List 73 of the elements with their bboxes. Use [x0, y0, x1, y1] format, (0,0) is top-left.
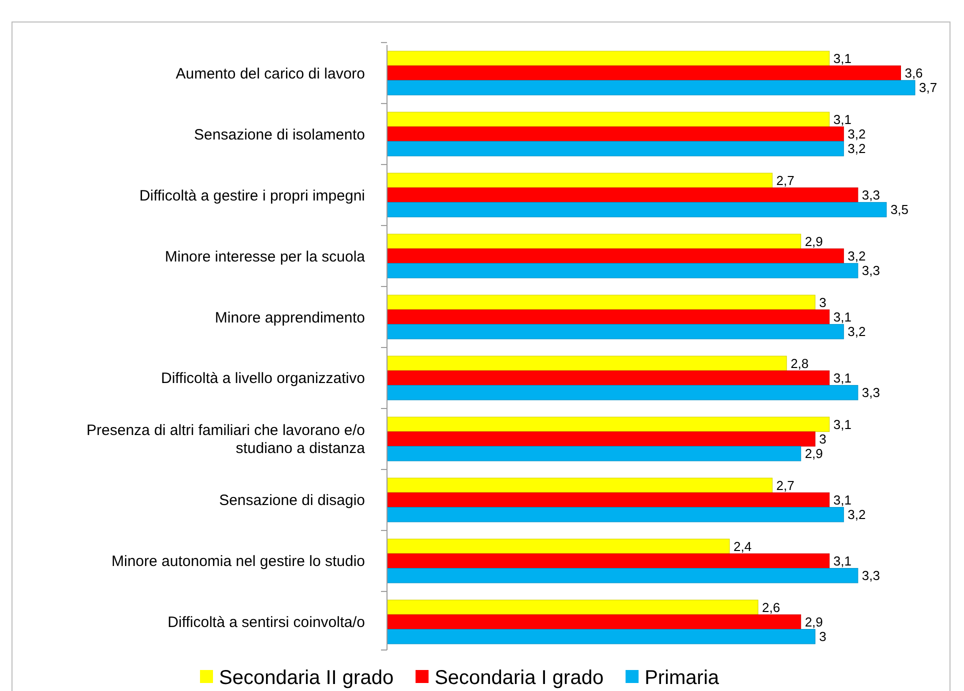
data-label: 3,1 — [833, 310, 852, 325]
y-tick-label: Minore interesse per la scuola — [164, 248, 366, 266]
bar — [386, 553, 830, 569]
bar — [386, 356, 787, 371]
bar — [386, 492, 830, 508]
data-label: 3,1 — [833, 370, 852, 386]
bar — [386, 478, 773, 493]
data-label: 2,7 — [776, 172, 794, 188]
data-label: 2,6 — [762, 600, 780, 615]
bar — [386, 202, 887, 218]
data-label: 3 — [819, 629, 826, 644]
bar — [386, 126, 844, 142]
data-label: 3,7 — [919, 80, 938, 96]
bar — [386, 568, 858, 584]
bar — [386, 431, 816, 447]
data-label: 3,2 — [848, 507, 866, 522]
bar — [386, 614, 802, 630]
bar — [386, 416, 830, 432]
y-tick-label: Minore apprendimento — [214, 309, 365, 326]
data-label: 2,7 — [776, 478, 794, 493]
y-tick-label: Difficoltà a sentirsi coinvolta/o — [168, 614, 365, 632]
data-label: 2,8 — [790, 356, 809, 371]
bar — [386, 234, 802, 249]
bar — [386, 172, 773, 188]
bar — [386, 80, 916, 96]
bar — [386, 385, 858, 400]
data-label: 2,4 — [733, 538, 752, 554]
data-label: 2,9 — [804, 234, 823, 249]
bar — [386, 446, 802, 462]
bar — [386, 112, 830, 127]
data-label: 3,3 — [862, 568, 880, 584]
legend-label: Secondaria II grado — [219, 667, 394, 689]
y-tick-label: Sensazione di isolamento — [194, 126, 365, 144]
data-label: 3,3 — [862, 385, 880, 400]
bar — [386, 187, 858, 203]
data-label: 3,1 — [833, 50, 852, 66]
data-label: 2,9 — [804, 614, 823, 630]
bar — [386, 65, 901, 81]
data-label: 3,2 — [848, 324, 866, 340]
bar — [386, 248, 844, 264]
data-label: 3,2 — [848, 141, 866, 156]
y-tick-label: Aumento del carico di lavoro — [176, 65, 365, 82]
y-tick-label: Presenza di altri familiari che lavorano e/o studiano a distanza — [86, 422, 366, 458]
bar — [386, 141, 844, 156]
legend-label: Primaria — [644, 667, 720, 689]
bar — [386, 370, 830, 386]
bar — [386, 600, 758, 615]
data-label: 3,1 — [833, 416, 852, 432]
bar — [386, 309, 830, 325]
data-label: 3,3 — [862, 188, 880, 203]
data-label: 3,5 — [890, 202, 909, 218]
legend-label: Secondaria I grado — [434, 667, 604, 689]
data-label: 3,6 — [904, 66, 923, 81]
data-label: 3,1 — [833, 554, 852, 569]
y-tick-label: Minore autonomia nel gestire lo studio — [112, 553, 365, 570]
bar — [386, 324, 844, 340]
bar — [386, 629, 816, 644]
bar — [386, 294, 816, 310]
data-label: 3,3 — [862, 263, 880, 278]
bar — [386, 263, 858, 278]
data-label: 3,1 — [833, 492, 852, 508]
bar — [386, 507, 844, 522]
y-tick-label: Difficoltà a gestire i propri impegni — [139, 187, 365, 204]
data-label: 3,2 — [848, 126, 866, 142]
data-label: 3,1 — [833, 112, 852, 127]
bar — [386, 538, 730, 554]
data-label: 3,2 — [848, 248, 866, 264]
bar — [386, 50, 830, 66]
data-label: 2,9 — [804, 446, 823, 462]
data-label: 3 — [819, 432, 826, 447]
data-label: 3 — [819, 294, 826, 310]
y-tick-label: Difficoltà a livello organizzativo — [161, 370, 365, 388]
y-tick-label: Sensazione di disagio — [219, 492, 365, 510]
